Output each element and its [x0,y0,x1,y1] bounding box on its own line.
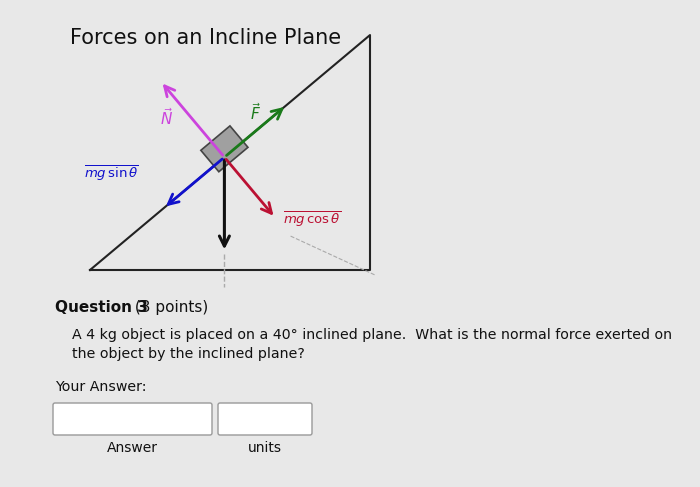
Polygon shape [201,126,248,172]
FancyBboxPatch shape [218,403,312,435]
Text: $\overline{mg\,\cos\theta}$: $\overline{mg\,\cos\theta}$ [284,210,342,229]
Text: Forces on an Incline Plane: Forces on an Incline Plane [70,28,341,48]
FancyBboxPatch shape [53,403,212,435]
Text: (3 points): (3 points) [130,300,209,315]
Text: $\overline{mg\,\sin\theta}$: $\overline{mg\,\sin\theta}$ [85,164,139,183]
Text: Your Answer:: Your Answer: [55,380,146,394]
Text: $\vec{F}$: $\vec{F}$ [250,102,261,123]
Text: units: units [248,441,282,455]
Text: Answer: Answer [106,441,158,455]
Text: A 4 kg object is placed on a 40° inclined plane.  What is the normal force exert: A 4 kg object is placed on a 40° incline… [72,328,672,342]
Text: the object by the inclined plane?: the object by the inclined plane? [72,347,305,361]
Text: $\vec{N}$: $\vec{N}$ [160,107,174,128]
Text: Question 3: Question 3 [55,300,148,315]
